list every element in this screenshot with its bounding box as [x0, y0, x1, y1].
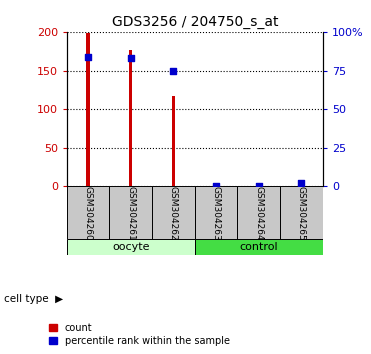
Text: GSM304262: GSM304262	[169, 185, 178, 240]
Text: GSM304264: GSM304264	[254, 185, 263, 240]
Bar	[86, 33, 90, 187]
Text: control: control	[239, 242, 278, 252]
Bar	[280, 187, 323, 239]
Bar	[195, 187, 237, 239]
Legend: count, percentile rank within the sample: count, percentile rank within the sample	[49, 323, 230, 346]
Point	[213, 184, 219, 189]
Point	[128, 55, 134, 61]
Text: cell type  ▶: cell type ▶	[4, 294, 63, 304]
Bar	[129, 50, 132, 187]
Text: GSM304265: GSM304265	[297, 185, 306, 240]
Point	[298, 181, 304, 186]
Bar	[67, 239, 195, 255]
Bar	[172, 96, 175, 187]
Text: GSM304263: GSM304263	[211, 185, 221, 240]
Text: GSM304260: GSM304260	[83, 185, 93, 240]
Bar	[237, 187, 280, 239]
Text: oocyte: oocyte	[112, 242, 150, 252]
Bar	[67, 187, 109, 239]
Bar	[109, 187, 152, 239]
Point	[171, 68, 177, 73]
Point	[256, 184, 262, 189]
Text: GSM304261: GSM304261	[126, 185, 135, 240]
Point	[85, 54, 91, 59]
Bar	[195, 239, 323, 255]
Title: GDS3256 / 204750_s_at: GDS3256 / 204750_s_at	[112, 16, 278, 29]
Bar	[152, 187, 195, 239]
